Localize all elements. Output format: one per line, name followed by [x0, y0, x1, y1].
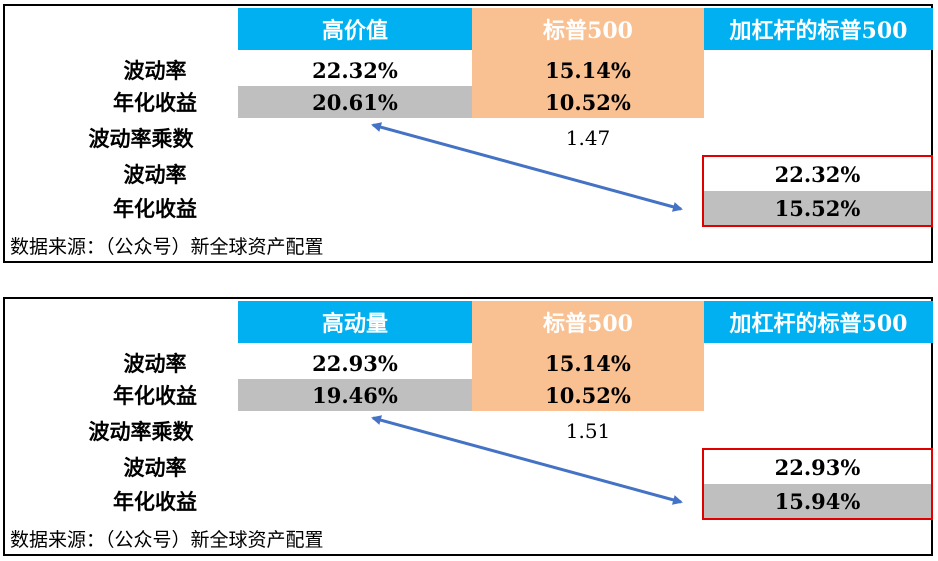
row-label-volatility: 波动率 — [123, 59, 187, 83]
header-sp500: 标普500 — [472, 8, 704, 50]
sp500-annual-return: 10.52% — [545, 89, 631, 115]
table-panel-momentum: 高动量 标普500 加杠杆的标普500 波动率 年化收益 波动率乘数 波动率 年… — [3, 297, 933, 556]
source-note: 数据来源：（公众号）新全球资产配置 — [10, 529, 324, 551]
leveraged-annual-return: 15.52% — [704, 191, 931, 225]
factor-volatility: 22.93% — [312, 350, 398, 376]
header-factor: 高价值 — [238, 8, 472, 50]
factor-volatility: 22.32% — [312, 57, 398, 83]
source-note: 数据来源：（公众号）新全球资产配置 — [10, 236, 324, 258]
row-label-lev-volatility: 波动率 — [123, 163, 187, 187]
sp500-volatility: 15.14% — [545, 57, 631, 83]
leveraged-volatility: 22.93% — [774, 454, 861, 480]
leveraged-volatility: 22.32% — [774, 161, 861, 187]
row-label-multiplier: 波动率乘数 — [88, 420, 194, 444]
sp500-volatility: 15.14% — [545, 350, 631, 376]
sp500-annual-return: 10.52% — [545, 382, 631, 408]
row-label-annual-return: 年化收益 — [113, 91, 197, 115]
header-leveraged-sp500: 加杠杆的标普500 — [704, 8, 933, 50]
header-factor: 高动量 — [238, 301, 472, 343]
table-panel-value: 高价值 标普500 加杠杆的标普500 波动率 年化收益 波动率乘数 波动率 年… — [3, 4, 933, 263]
row-label-lev-annual-return: 年化收益 — [113, 490, 197, 514]
leveraged-highlight-box — [702, 155, 933, 227]
leveraged-highlight-box — [702, 448, 933, 520]
factor-annual-return: 20.61% — [238, 86, 472, 118]
double-headed-arrow — [371, 122, 683, 212]
header-sp500: 标普500 — [472, 301, 704, 343]
double-headed-arrow — [371, 415, 683, 505]
leveraged-annual-return: 15.94% — [704, 484, 931, 518]
row-label-lev-annual-return: 年化收益 — [113, 197, 197, 221]
row-label-multiplier: 波动率乘数 — [88, 127, 194, 151]
sp500-orange-block — [472, 50, 704, 118]
sp500-orange-block — [472, 343, 704, 411]
header-leveraged-sp500: 加杠杆的标普500 — [704, 301, 933, 343]
row-label-annual-return: 年化收益 — [113, 384, 197, 408]
row-label-lev-volatility: 波动率 — [123, 456, 187, 480]
row-label-volatility: 波动率 — [123, 352, 187, 376]
factor-annual-return: 19.46% — [238, 379, 472, 411]
